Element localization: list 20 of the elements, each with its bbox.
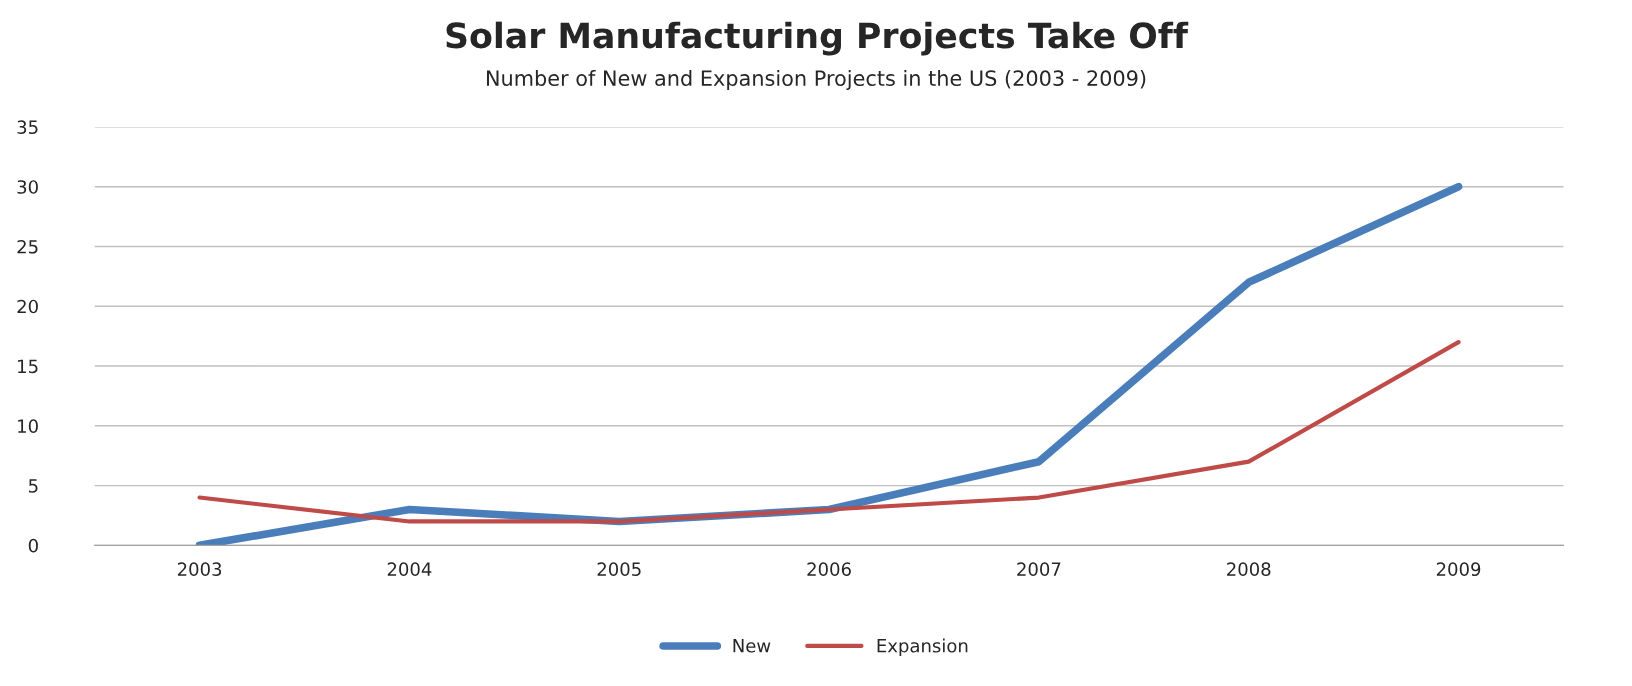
x-tick-label: 2005 (597, 562, 641, 577)
line-series (197, 340, 1461, 524)
y-tick-label: 0 (28, 538, 38, 553)
chart-subtitle: Number of New and Expansion Projects in the US (2003 - 2009) (486, 69, 1146, 91)
x-tick-label: 2007 (1017, 562, 1061, 577)
legend-label: New (733, 639, 771, 653)
x-tick-label: 2009 (1436, 562, 1481, 577)
x-tick-label: 2006 (807, 562, 851, 577)
y-tick-label: 15 (18, 359, 38, 374)
y-tick-label: 20 (17, 299, 38, 314)
y-tick-label: 30 (17, 180, 38, 194)
legend-label: Expansion (877, 638, 968, 657)
y-tick-label: 5 (29, 479, 38, 493)
y-tick-label: 10 (18, 419, 38, 433)
y-tick-label: 35 (17, 120, 38, 135)
x-tick-label: 2004 (387, 562, 432, 577)
y-tick-label: 25 (17, 239, 38, 254)
x-tick-label: 2003 (177, 562, 222, 577)
x-tick-label: 2008 (1227, 562, 1271, 577)
chart-title: Solar Manufacturing Projects Take Off (446, 21, 1189, 56)
